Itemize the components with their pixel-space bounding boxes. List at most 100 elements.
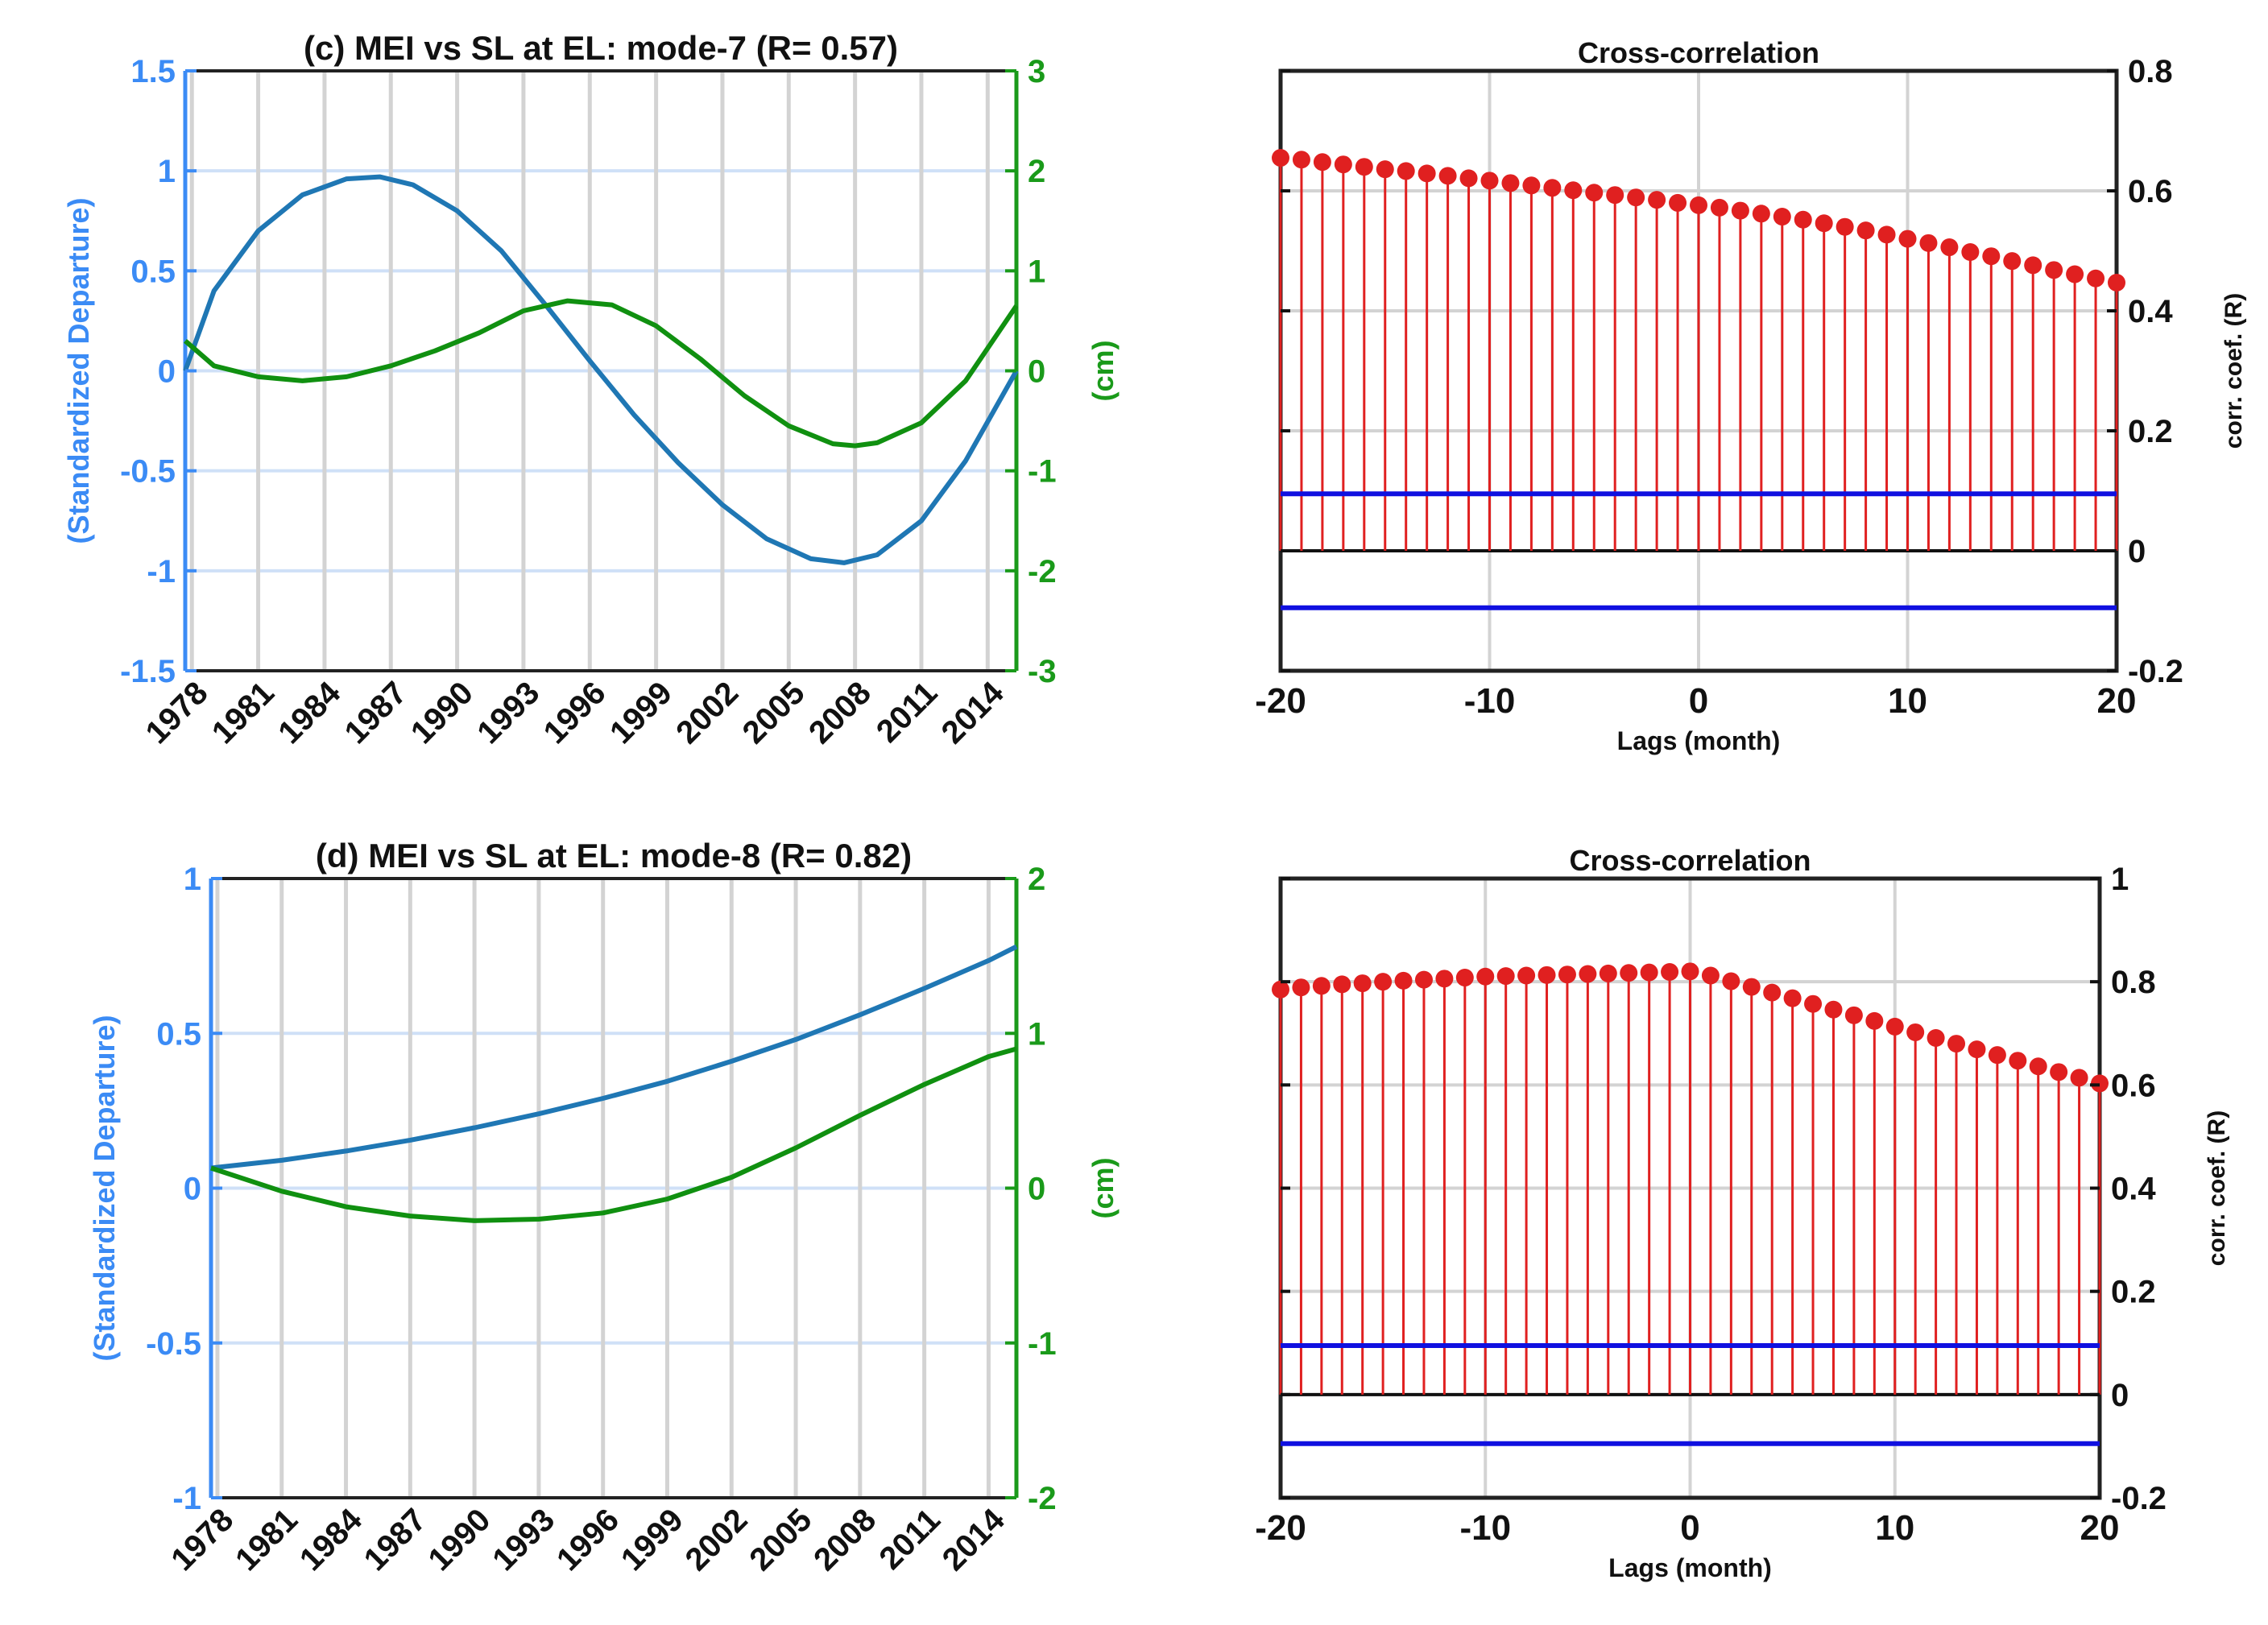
x-tick-label: 1990 bbox=[421, 1502, 497, 1577]
x-tick-label: 1984 bbox=[271, 675, 348, 751]
stem-marker bbox=[1435, 970, 1454, 988]
stem-marker bbox=[1988, 1046, 2006, 1065]
stem-marker bbox=[1722, 972, 1740, 990]
series-line-mei bbox=[183, 174, 1019, 565]
right-tick-label: 3 bbox=[1028, 54, 1045, 89]
x-tick-label: 2011 bbox=[873, 1502, 947, 1576]
stem-marker bbox=[1661, 962, 1679, 981]
y-tick-label: 0.4 bbox=[2111, 1172, 2156, 1207]
stem-marker bbox=[2024, 256, 2042, 275]
x-tick-label: 2008 bbox=[807, 1502, 883, 1577]
stem-marker bbox=[1982, 247, 2001, 266]
x-tick-label: 1996 bbox=[550, 1502, 626, 1577]
x-tick-label: 10 bbox=[1888, 681, 1927, 721]
stem-marker bbox=[1773, 208, 1791, 226]
stem-marker bbox=[1292, 151, 1310, 169]
stem-marker bbox=[1476, 967, 1495, 986]
right-y-axis-label: (cm) bbox=[1086, 340, 1120, 401]
stem-marker bbox=[2087, 269, 2105, 287]
x-tick-label: 2002 bbox=[679, 1502, 755, 1577]
y-tick-label: 0 bbox=[2111, 1378, 2129, 1413]
x-tick-label: 1984 bbox=[293, 1502, 370, 1578]
right-tick-label: 0 bbox=[1028, 354, 1045, 390]
stem-marker bbox=[1742, 978, 1761, 996]
left-tick-label: 0 bbox=[184, 1172, 201, 1207]
chart-title: Cross-correlation bbox=[1569, 844, 1811, 877]
stem-marker bbox=[1558, 965, 1576, 984]
x-tick-label: 1981 bbox=[229, 1502, 304, 1577]
stem-marker bbox=[1522, 176, 1541, 195]
x-tick-label: 1993 bbox=[470, 675, 546, 750]
stem-marker bbox=[2070, 1069, 2088, 1087]
stem-marker bbox=[1599, 964, 1617, 982]
right-tick-label: 1 bbox=[1028, 254, 1045, 289]
left-tick-label: -0.5 bbox=[146, 1326, 201, 1362]
stem-marker bbox=[1564, 181, 1583, 200]
stem-marker bbox=[1906, 1023, 1925, 1041]
x-tick-label: 2014 bbox=[936, 1502, 1012, 1578]
stem-marker bbox=[1824, 1000, 1843, 1019]
x-axis-label: Lags (month) bbox=[1608, 1553, 1772, 1582]
x-tick-label: 2005 bbox=[743, 1502, 818, 1577]
stem-marker bbox=[2029, 1057, 2047, 1076]
stem-marker bbox=[1783, 989, 1802, 1007]
stem-marker bbox=[1669, 193, 1687, 212]
x-tick-label: 20 bbox=[2097, 681, 2137, 721]
right-tick-label: -2 bbox=[1028, 554, 1057, 589]
left-y-axis-label: (Standardized Departure) bbox=[88, 1015, 121, 1361]
x-axis-label: Lags (month) bbox=[1617, 726, 1781, 755]
stem-marker bbox=[1313, 153, 1331, 172]
stem-marker bbox=[1731, 201, 1749, 220]
stem-marker bbox=[1455, 969, 1474, 987]
x-tick-label: 0 bbox=[1680, 1508, 1699, 1548]
y-tick-label: 0.8 bbox=[2111, 965, 2156, 1000]
x-tick-label: 10 bbox=[1875, 1508, 1914, 1548]
panel-c-line-chart: -1.5-1-0.500.511.5-3-2-10123197819811984… bbox=[62, 29, 1120, 750]
stem-marker bbox=[1836, 217, 1854, 236]
stem-marker bbox=[1640, 963, 1658, 982]
stem-marker bbox=[2009, 1052, 2027, 1070]
right-y-axis-label: (cm) bbox=[1086, 1157, 1120, 1218]
stem-marker bbox=[2050, 1063, 2068, 1081]
stem-marker bbox=[1272, 980, 1289, 999]
stem-marker bbox=[1681, 962, 1699, 981]
stem-marker bbox=[1919, 234, 1938, 252]
x-tick-label: -10 bbox=[1459, 1508, 1511, 1548]
stem-marker bbox=[1620, 964, 1638, 982]
stem-marker bbox=[1927, 1029, 1945, 1048]
right-tick-label: 2 bbox=[1028, 154, 1045, 189]
y-tick-label: 0.6 bbox=[2111, 1068, 2156, 1103]
panel-d-cross-correlation: -0.2 0 0.2 0.4 0.6 0.8 1 -20 -10 0 10 20 Cross-corre… bbox=[1255, 844, 2230, 1582]
stem-marker bbox=[1606, 186, 1624, 205]
stem-marker bbox=[1961, 242, 1980, 261]
panel-d-line-chart: -1-0.500.51-2-10121978198119841987199019… bbox=[88, 837, 1120, 1577]
right-tick-label: -3 bbox=[1028, 654, 1057, 689]
right-tick-label: -1 bbox=[1028, 454, 1057, 490]
left-tick-label: -0.5 bbox=[120, 454, 176, 490]
left-y-axis-label: (Standardized Departure) bbox=[62, 197, 95, 544]
stem-marker bbox=[1579, 965, 1597, 983]
stem-marker bbox=[1794, 210, 1812, 229]
stem-marker bbox=[1374, 973, 1393, 991]
stem-marker bbox=[1865, 1011, 1884, 1030]
stem-marker bbox=[1898, 229, 1917, 248]
left-tick-label: -1 bbox=[172, 1481, 201, 1516]
stem-marker bbox=[1856, 221, 1875, 240]
chart-title: Cross-correlation bbox=[1578, 36, 1819, 69]
x-tick-label: 2002 bbox=[669, 675, 745, 750]
x-tick-label: 1990 bbox=[404, 675, 480, 750]
right-tick-label: 0 bbox=[1028, 1172, 1045, 1207]
left-tick-label: 1 bbox=[184, 862, 201, 897]
stem-marker bbox=[1459, 169, 1478, 188]
x-tick-label: 2014 bbox=[935, 675, 1012, 751]
stem-marker bbox=[1334, 155, 1352, 174]
x-tick-label: 0 bbox=[1689, 681, 1708, 721]
stem-marker bbox=[1844, 1006, 1863, 1024]
left-tick-label: 0.5 bbox=[156, 1016, 201, 1052]
x-tick-label: 2011 bbox=[870, 675, 944, 749]
x-tick-label: 1999 bbox=[615, 1502, 690, 1577]
stem-marker bbox=[1272, 149, 1289, 167]
y-tick-label: -0.2 bbox=[2111, 1481, 2167, 1516]
stem-marker bbox=[2045, 261, 2063, 279]
